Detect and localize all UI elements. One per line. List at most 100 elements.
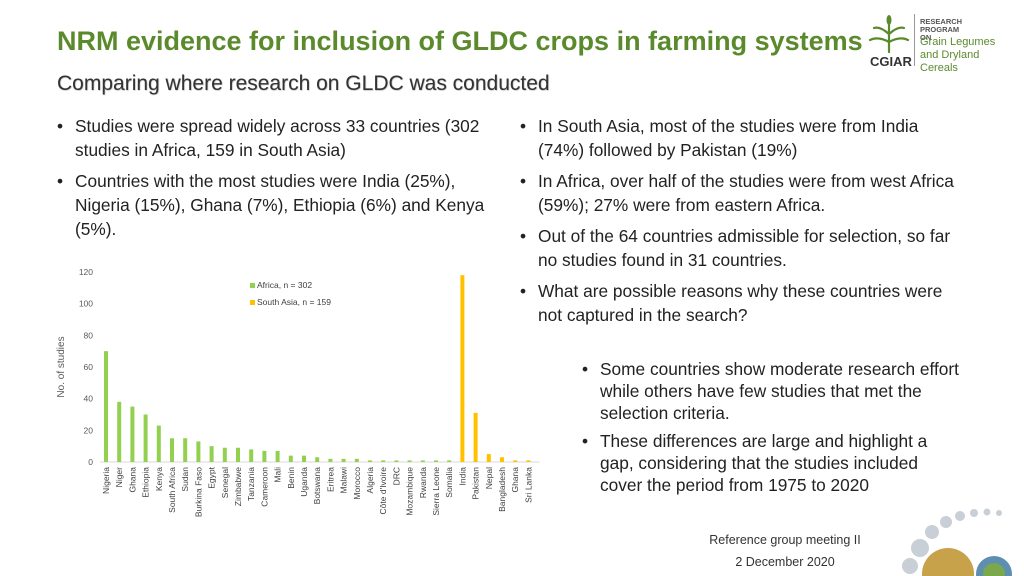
x-tick-label: Ethiopia: [141, 467, 151, 498]
bar-pakistan: [473, 412, 478, 462]
x-tick-label: Kenya: [154, 467, 164, 491]
bar-burkina-faso: [196, 441, 201, 462]
x-tick-label: Sudan: [180, 467, 190, 492]
bar-india: [460, 275, 465, 462]
x-tick-label: Benin: [286, 467, 296, 489]
bar-benin: [288, 455, 293, 462]
x-tick-label: Tanzania: [246, 467, 256, 501]
bar-niger: [117, 401, 122, 462]
x-tick-label: Zimbabwe: [233, 467, 243, 506]
bar-sri-lanka: [526, 460, 531, 462]
bar-mali: [275, 450, 280, 462]
bar-rwanda: [420, 460, 425, 462]
program-label: RESEARCH PROGRAM ON: [920, 17, 963, 42]
x-tick-label: Burkina Faso: [193, 467, 203, 517]
x-tick-label: Malawi: [339, 467, 349, 494]
y-tick-label: 0: [88, 457, 93, 467]
footer-meeting: Reference group meeting II: [709, 533, 861, 547]
x-tick-label: Botswana: [312, 467, 322, 505]
bar-nigeria: [104, 351, 108, 462]
bullet-item: Some countries show moderate research ef…: [582, 358, 962, 424]
bar-malawi: [341, 458, 346, 462]
bar-cameroon: [262, 450, 267, 462]
bullet-item: These differences are large and highligh…: [582, 430, 962, 496]
legend-swatch-south_asia: [250, 300, 255, 305]
x-tick-label: Cameroon: [259, 467, 269, 507]
bar-c-te-d-ivoire: [381, 460, 386, 462]
y-tick-label: 20: [84, 425, 94, 435]
bar-mozambique: [407, 460, 412, 462]
x-tick-label: Algeria: [365, 467, 375, 494]
bullet-item: Studies were spread widely across 33 cou…: [57, 114, 507, 162]
bar-somalia: [447, 460, 452, 462]
bullet-item: Out of the 64 countries admissible for s…: [520, 224, 960, 272]
y-tick-label: 120: [79, 267, 93, 277]
x-tick-label: Somalia: [444, 467, 454, 498]
bar-ghana: [513, 460, 518, 462]
x-tick-label: Egypt: [207, 466, 217, 488]
decorative-dots-graphic: [902, 508, 1012, 576]
x-tick-label: India: [457, 467, 467, 486]
x-tick-label: Nigeria: [101, 467, 111, 494]
bullet-item: What are possible reasons why these coun…: [520, 279, 960, 327]
x-tick-label: Côte d'Ivoire: [378, 467, 388, 515]
bar-ghana: [130, 406, 135, 462]
bar-bangladesh: [500, 457, 504, 462]
x-tick-label: Sierra Leone: [431, 467, 441, 516]
bar-ethiopia: [143, 414, 148, 462]
x-tick-label: Sri Lanka: [523, 467, 533, 503]
x-tick-label: Mali: [273, 467, 283, 483]
y-tick-label: 80: [84, 330, 94, 340]
x-tick-label: Bangladesh: [497, 467, 507, 512]
legend-swatch-africa: [250, 283, 255, 288]
bar-uganda: [302, 455, 306, 462]
bar-sierra-leone: [434, 460, 438, 462]
bar-kenya: [156, 425, 161, 462]
bar-senegal: [222, 447, 227, 462]
bar-algeria: [368, 460, 372, 462]
footer-date: 2 December 2020: [735, 555, 835, 569]
wheat-sheaf-icon: [868, 15, 910, 54]
bullet-item: In Africa, over half of the studies were…: [520, 169, 960, 217]
bullets-right: In South Asia, most of the studies were …: [520, 114, 960, 334]
program-name: Grain Legumes and Dryland Cereals: [920, 36, 996, 74]
y-tick-label: 60: [84, 362, 94, 372]
bullets-left: Studies were spread widely across 33 cou…: [57, 114, 507, 248]
x-tick-label: Nepal: [484, 467, 494, 489]
x-tick-label: Pakistan: [471, 467, 481, 500]
bar-egypt: [209, 446, 214, 462]
bar-sudan: [183, 438, 188, 462]
y-tick-label: 40: [84, 394, 94, 404]
bar-botswana: [315, 457, 320, 462]
x-tick-label: South Africa: [167, 467, 177, 513]
y-tick-label: 100: [79, 299, 93, 309]
bullets-lower: Some countries show moderate research ef…: [582, 358, 962, 502]
x-tick-label: DRC: [391, 467, 401, 485]
x-tick-label: Rwanda: [418, 467, 428, 498]
x-tick-label: Uganda: [299, 467, 309, 497]
legend-label-africa: Africa, n = 302: [257, 280, 312, 290]
page-title: NRM evidence for inclusion of GLDC crops…: [57, 26, 863, 56]
studies-bar-chart: No. of studies 0 20 40 60 80 100 120 Nigeria Nige…: [56, 267, 540, 517]
x-tick-label: Senegal: [220, 467, 230, 498]
y-axis-label: No. of studies: [56, 336, 67, 397]
x-tick-label: Ghana: [510, 467, 520, 493]
bar-morocco: [354, 458, 359, 462]
bar-zimbabwe: [236, 447, 240, 462]
x-tick-label: Morocco: [352, 467, 362, 500]
page-subtitle: Comparing where research on GLDC was con…: [57, 72, 550, 95]
bar-nepal: [486, 454, 491, 462]
x-tick-label: Eritrea: [325, 467, 335, 492]
bar-south-africa: [170, 438, 174, 462]
x-tick-label: Niger: [114, 467, 124, 487]
x-tick-label: Ghana: [127, 467, 137, 493]
bullet-item: Countries with the most studies were Ind…: [57, 169, 507, 241]
bar-drc: [394, 460, 399, 462]
x-tick-label: Mozambique: [405, 467, 415, 516]
legend-label-south_asia: South Asia, n = 159: [257, 297, 331, 307]
cgiar-logo: CGIAR RESEARCH PROGRAM ON Grain Legumes …: [862, 14, 1012, 74]
bar-tanzania: [249, 449, 254, 462]
cgiar-wordmark: CGIAR: [870, 54, 912, 69]
bar-eritrea: [328, 458, 333, 462]
logo-divider: [914, 14, 915, 66]
